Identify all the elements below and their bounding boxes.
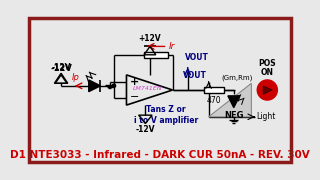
Text: Ip: Ip	[71, 73, 79, 82]
Text: Light: Light	[256, 112, 276, 121]
Text: 470: 470	[206, 96, 221, 105]
Text: (Gm,Rm): (Gm,Rm)	[222, 74, 253, 81]
Text: Ir: Ir	[169, 42, 176, 51]
Bar	[144, 52, 168, 58]
Text: −: −	[130, 92, 140, 102]
Circle shape	[112, 84, 116, 87]
Text: VOUT: VOUT	[185, 53, 209, 62]
Text: -12V: -12V	[136, 125, 155, 134]
Bar	[204, 87, 224, 93]
Text: Tans Z or
i to V amplifier: Tans Z or i to V amplifier	[134, 105, 198, 125]
Text: POS
ON: POS ON	[259, 59, 276, 77]
Text: -12V: -12V	[51, 63, 71, 72]
Polygon shape	[228, 96, 240, 108]
Text: -12V: -12V	[50, 64, 72, 73]
Text: D1 NTE3033 - Infrared - DARK CUR 50nA - REV. 30V: D1 NTE3033 - Infrared - DARK CUR 50nA - …	[10, 150, 310, 160]
Text: +12V: +12V	[139, 34, 161, 43]
Text: +: +	[130, 77, 140, 87]
Polygon shape	[209, 83, 252, 117]
Text: VOUT: VOUT	[183, 71, 207, 80]
Polygon shape	[89, 80, 100, 92]
Text: NEG: NEG	[224, 111, 244, 120]
Polygon shape	[263, 86, 272, 94]
Circle shape	[257, 80, 277, 100]
Text: LM741EN: LM741EN	[133, 86, 163, 91]
